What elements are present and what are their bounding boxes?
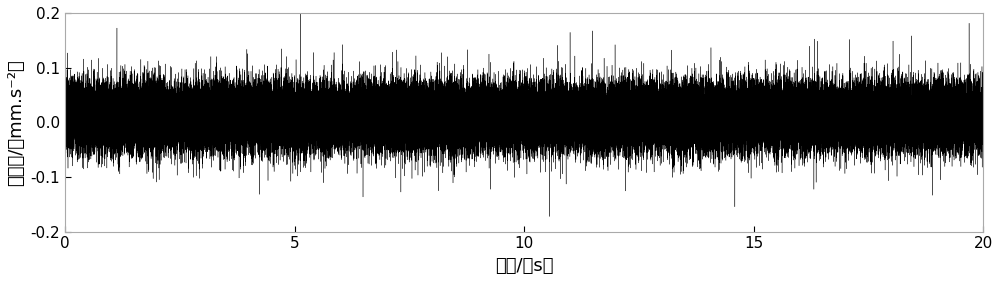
Y-axis label: 加速度/（mm.s⁻²）: 加速度/（mm.s⁻²） [7,59,25,186]
X-axis label: 时间/（s）: 时间/（s） [495,257,553,275]
